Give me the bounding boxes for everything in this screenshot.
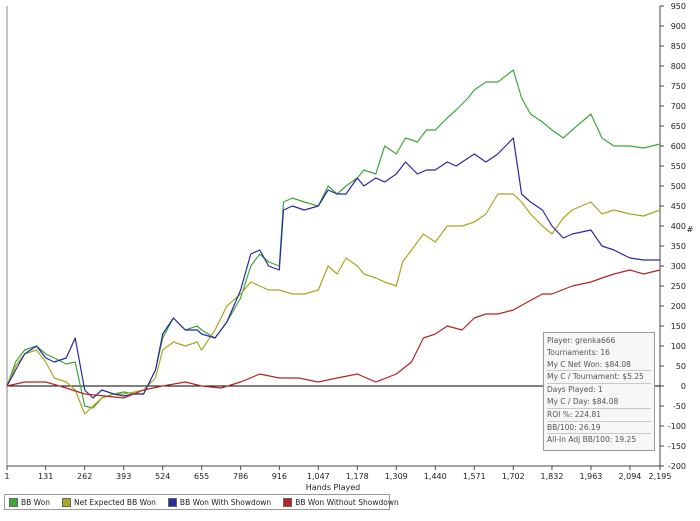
x-tick-label: 1,309 [385,472,408,481]
x-tick-label: 131 [38,472,53,481]
x-tick-label: 1,178 [346,472,369,481]
legend-label: BB Won [21,497,50,507]
y-tick-label: 650 [671,122,686,131]
y-tick-label: 550 [671,162,686,171]
stats-allin-bb100: All-In Adj BB/100: 19.25 [547,435,637,445]
y-axis-label: # [687,225,694,234]
y-tick-label: 900 [671,22,686,31]
x-tick-label: 1 [4,472,9,481]
legend-label: Net Expected BB Won [74,497,156,507]
legend: BB Won Net Expected BB Won BB Won With S… [4,494,399,510]
legend-swatch-bb-won [9,497,18,507]
x-tick-label: 1,702 [502,472,525,481]
stats-days-played: Days Played: 1 [547,385,603,395]
x-tick-label: 1,440 [424,472,447,481]
legend-item-with-showdown[interactable]: BB Won With Showdown [167,497,272,507]
x-tick-label: 262 [77,472,92,481]
x-tick-label: 786 [233,472,248,481]
y-tick-label: 800 [671,62,686,71]
y-tick-label: 350 [671,242,686,251]
y-tick-label: -150 [668,442,686,451]
series-line-net-expected-bb-won [6,193,661,415]
y-tick-label: -100 [668,422,686,431]
y-axis-ticks: 9509008508007507006506005505004504003503… [660,2,686,471]
y-tick-label: 100 [671,342,686,351]
y-tick-label: 750 [671,82,686,91]
stats-net-won: My C Net Won: $84.08 [547,359,651,372]
y-tick-label: 500 [671,182,686,191]
legend-swatch-with-showdown [167,497,177,507]
series-line-bb-won-without-showdown [6,269,661,399]
stats-per-tournament: My C / Tournament: $5.25 [547,371,651,385]
x-tick-label: 655 [194,472,209,481]
stats-tournaments: Tournaments: 16 [547,347,610,357]
y-tick-label: 400 [671,222,686,231]
y-tick-label: 300 [671,262,686,271]
x-tick-label: 524 [155,472,170,481]
y-tick-label: 450 [671,202,686,211]
legend-label: BB Won With Showdown [179,497,272,507]
legend-swatch-net-expected [62,497,71,507]
legend-swatch-without-showdown [283,497,293,507]
x-tick-label: 2,094 [618,472,641,481]
x-tick-label: 1,047 [307,472,330,481]
legend-item-bb-won[interactable]: BB Won [9,497,50,507]
series-line-bb-won-with-showdown [6,137,660,399]
stats-player: Player: grenka666 [547,336,616,345]
y-tick-label: -200 [668,462,686,471]
x-tick-label: 916 [272,472,287,481]
x-tick-label: 1,832 [541,472,564,481]
y-tick-label: 50 [676,362,686,371]
y-tick-label: 700 [671,102,686,111]
y-tick-label: 150 [671,322,686,331]
x-tick-label: 2,195 [649,472,672,481]
y-tick-label: 950 [671,2,686,11]
legend-item-without-showdown[interactable]: BB Won Without Showdown [283,497,399,507]
legend-item-net-expected[interactable]: Net Expected BB Won [62,497,156,507]
y-tick-label: -50 [673,402,686,411]
stats-bb100: BB/100: 26.19 [547,422,651,435]
series-layer [6,69,661,415]
y-tick-label: 250 [671,282,686,291]
x-axis-ticks: 1 131 262 393 524 655 786 916 1,047 1,178 1,309 1,4… [4,466,671,481]
stats-panel: Player: grenka666 Tournaments: 16 My C N… [543,332,655,451]
y-tick-label: 600 [671,142,686,151]
stats-roi: ROI %: 224.81 [547,409,651,422]
x-tick-label: 393 [116,472,131,481]
legend-label: BB Won Without Showdown [295,497,399,507]
y-tick-label: 200 [671,302,686,311]
x-tick-label: 1,963 [579,472,602,481]
x-axis-label: Hands Played [306,483,360,492]
y-tick-label: 850 [671,42,686,51]
x-tick-label: 1,571 [463,472,486,481]
y-tick-label: 0 [681,382,686,391]
stats-per-day: My C / Day: $84.08 [547,396,651,409]
